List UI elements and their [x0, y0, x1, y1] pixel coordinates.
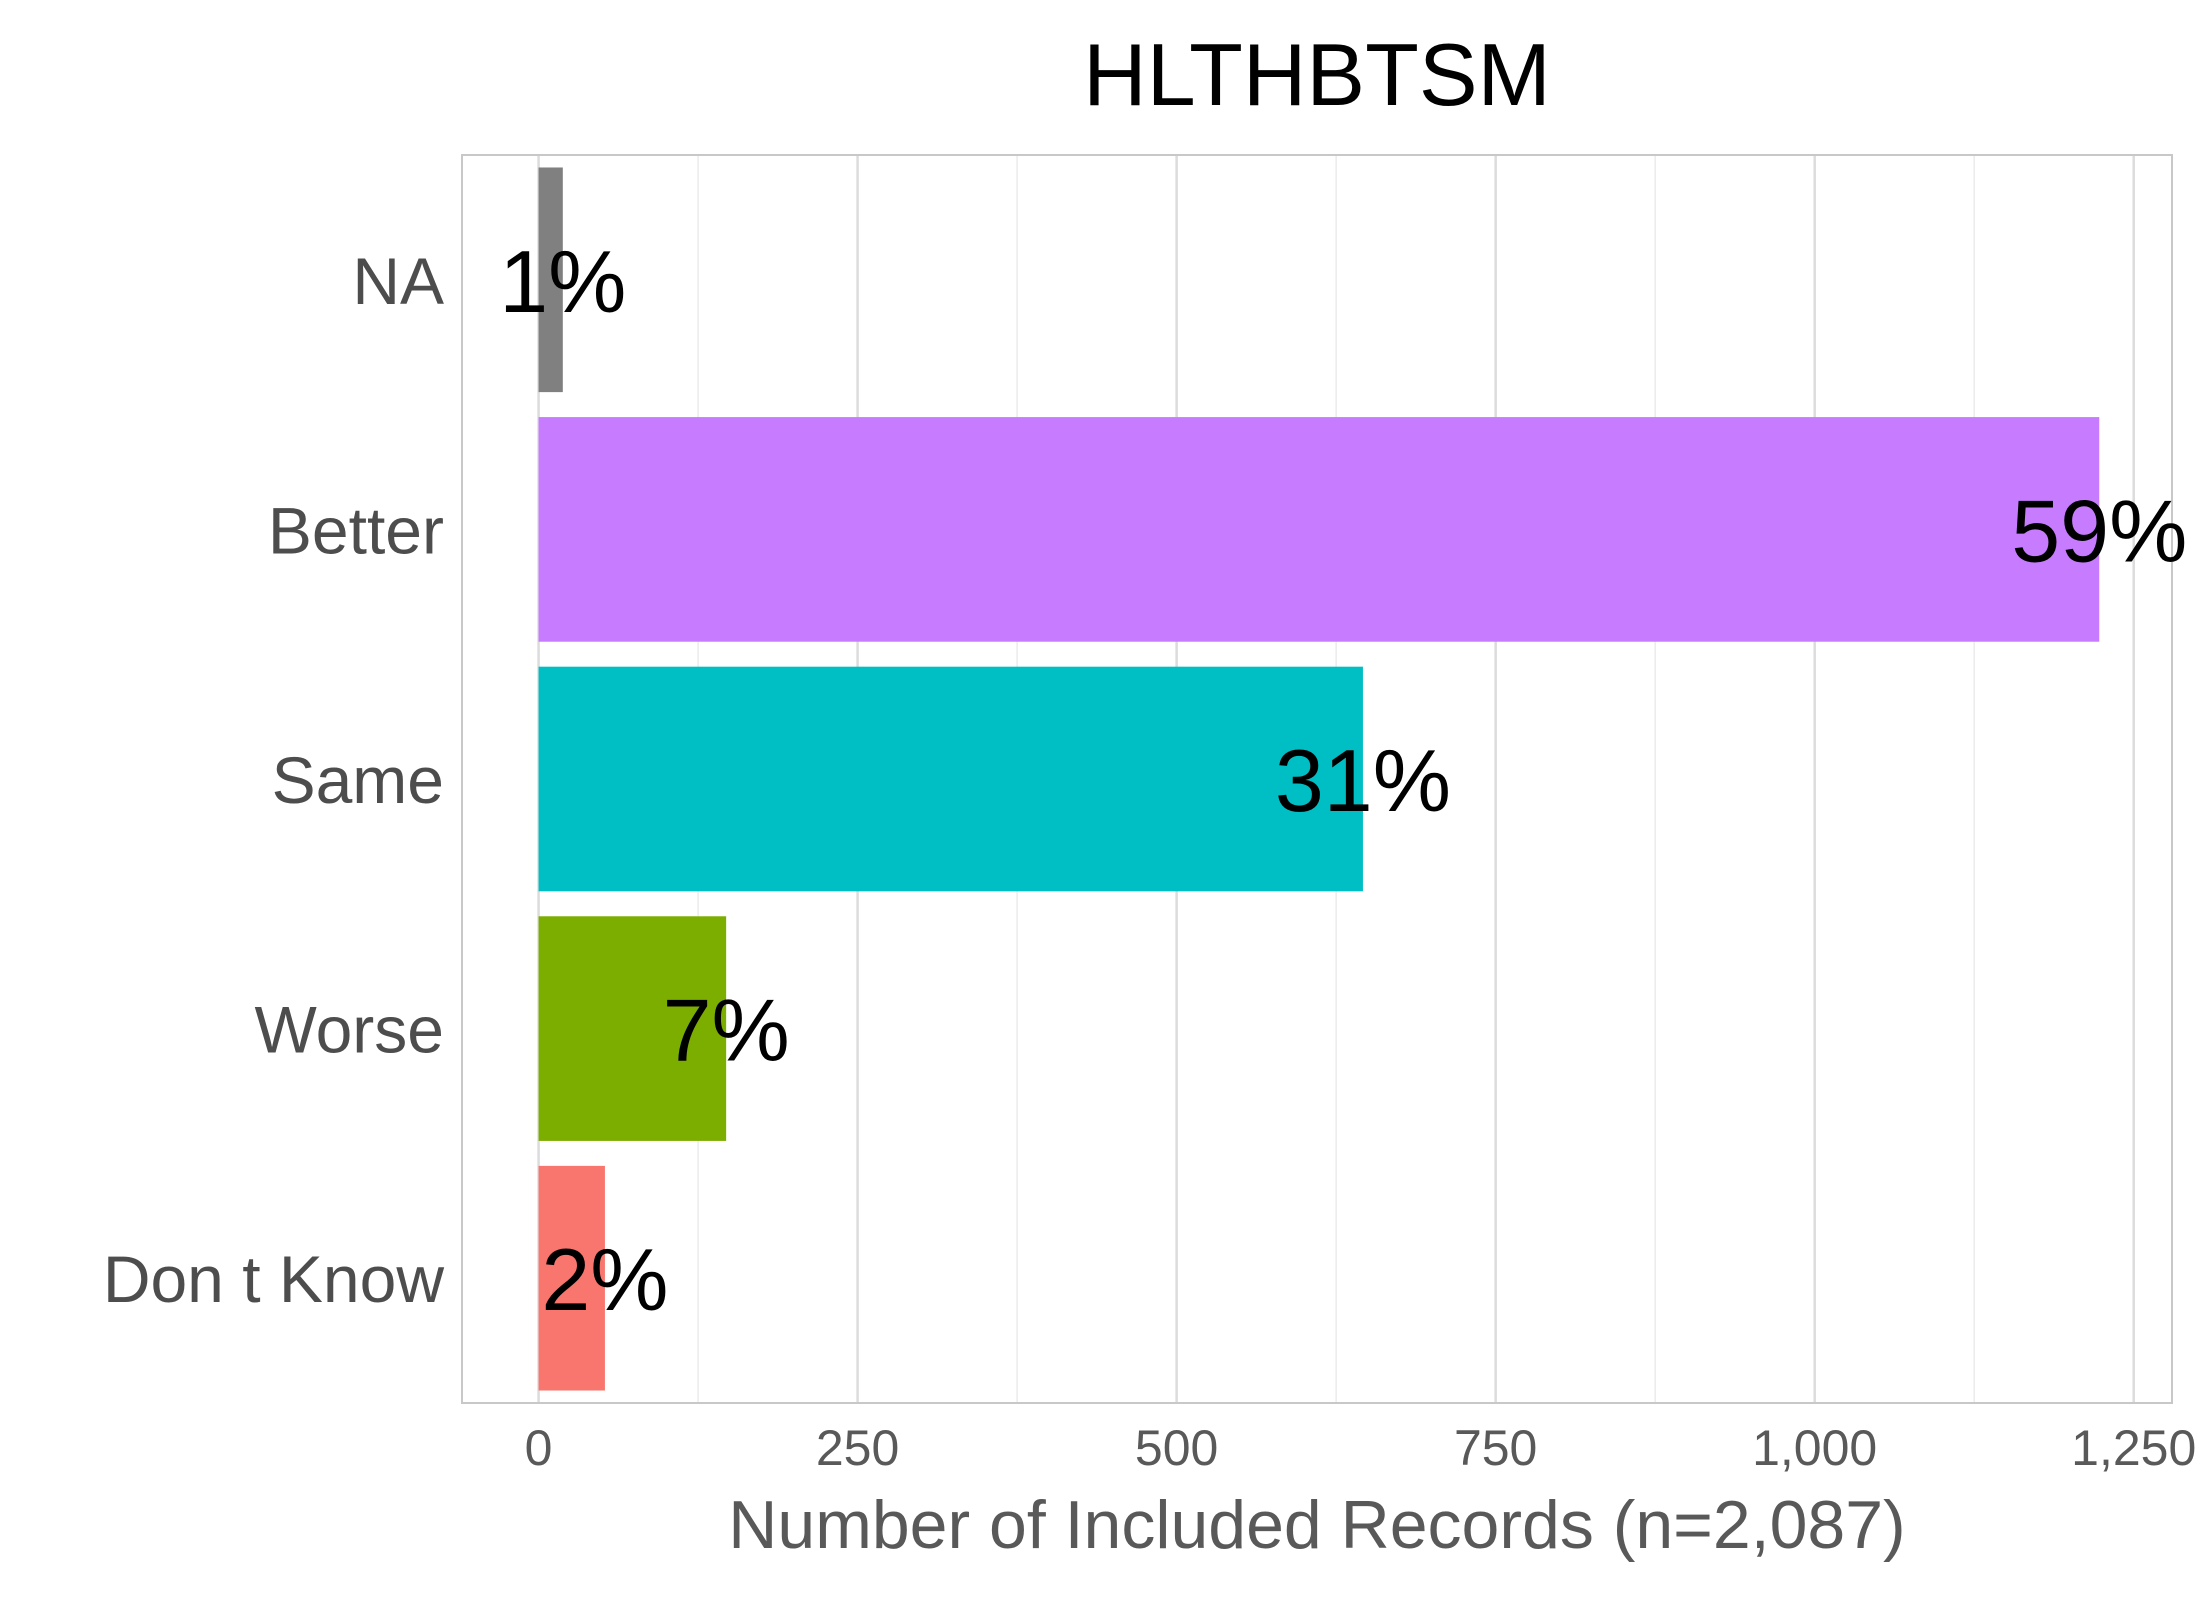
x-tick-label: 1,000 [1752, 1420, 1877, 1476]
category-label: Same [272, 743, 444, 817]
category-label: Don t Know [103, 1242, 445, 1316]
bars [538, 167, 2100, 1391]
data-label: 2% [541, 1230, 668, 1329]
bar-don-t-know [538, 1165, 605, 1391]
data-label: 7% [663, 981, 790, 1080]
y-axis-categories: NA Better Same Worse Don t Know [103, 244, 445, 1316]
x-tick-label: 750 [1454, 1420, 1537, 1476]
bar-worse [538, 916, 727, 1141]
data-labels: 1% 59% 31% 7% 2% [499, 232, 2187, 1329]
plot-panel-border [461, 154, 2173, 1404]
x-tick-label: 500 [1135, 1420, 1218, 1476]
bar-same [538, 666, 1363, 892]
category-label: Worse [255, 993, 445, 1067]
x-axis-ticks: 0 250 500 750 1,000 1,250 [525, 1420, 2197, 1476]
category-label: NA [352, 244, 444, 318]
bar-na [538, 167, 563, 393]
bar-better [538, 417, 2100, 642]
chart-title: HLTHBTSM [1083, 25, 1551, 124]
x-tick-label: 0 [525, 1420, 553, 1476]
data-label: 31% [1275, 731, 1451, 830]
data-label: 59% [2011, 481, 2187, 580]
data-label: 1% [499, 232, 626, 331]
category-label: Better [268, 493, 444, 567]
x-tick-label: 250 [816, 1420, 899, 1476]
x-tick-label: 1,250 [2071, 1420, 2196, 1476]
x-axis-title: Number of Included Records (n=2,087) [728, 1487, 1905, 1563]
